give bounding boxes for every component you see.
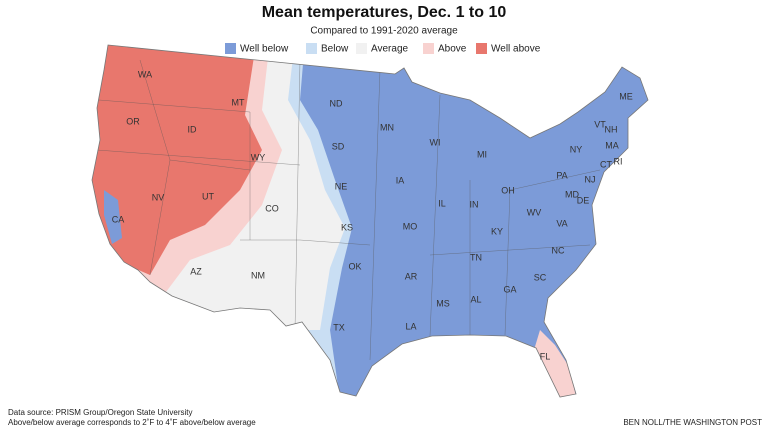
legend-label: Average <box>371 44 409 55</box>
state-label: OK <box>348 261 361 271</box>
state-label: MT <box>232 97 245 107</box>
state-label: ID <box>188 124 198 134</box>
region-florida-above <box>534 330 576 397</box>
state-borders <box>96 59 601 361</box>
state-label: CO <box>265 203 279 213</box>
state-label: PA <box>556 170 567 180</box>
state-label: AZ <box>190 266 202 276</box>
legend-label: Well above <box>491 44 541 55</box>
legend-swatch <box>356 43 367 54</box>
state-label: DE <box>577 195 590 205</box>
legend-label: Below <box>321 44 349 55</box>
state-label: FL <box>540 351 551 361</box>
state-label: OR <box>126 116 140 126</box>
state-label: NV <box>152 192 165 202</box>
state-label: VT <box>594 119 606 129</box>
region-sierra-below <box>104 190 122 244</box>
state-label: ND <box>330 98 343 108</box>
state-label: SC <box>534 272 547 282</box>
state-label: CA <box>112 214 125 224</box>
legend-swatch <box>225 43 236 54</box>
state-label: NJ <box>585 174 596 184</box>
state-label: SD <box>332 141 345 151</box>
state-label: IN <box>470 199 479 209</box>
state-label: NE <box>335 181 348 191</box>
subtitle: Compared to 1991-2020 average <box>310 26 458 37</box>
state-label: TN <box>470 252 482 262</box>
state-label: NM <box>251 270 265 280</box>
state-label: IA <box>396 175 405 185</box>
state-label: ME <box>619 91 633 101</box>
state-label: NC <box>552 245 565 255</box>
state-label: MI <box>477 149 487 159</box>
note: Above/below average corresponds to 2˚F t… <box>8 418 256 427</box>
legend-swatch <box>476 43 487 54</box>
state-label: KY <box>491 226 503 236</box>
legend-swatch <box>306 43 317 54</box>
state-label: IL <box>438 198 446 208</box>
state-label: AL <box>470 294 481 304</box>
state-label: GA <box>503 284 516 294</box>
state-label: WI <box>430 137 441 147</box>
state-label: WA <box>138 69 152 79</box>
state-labels: WA OR ID MT WY NV UT CO CA AZ NM ND SD NE KS OK TX MN IA MO… <box>112 69 633 361</box>
state-label: WV <box>527 207 542 217</box>
state-label: MN <box>380 122 394 132</box>
credit: BEN NOLL/THE WASHINGTON POST <box>623 418 762 427</box>
map <box>92 45 648 397</box>
state-label: RI <box>614 156 623 166</box>
source: Data source: PRISM Group/Oregon State Un… <box>8 408 193 417</box>
state-label: LA <box>405 321 416 331</box>
legend: Well below Below Average Above Well above <box>225 43 541 55</box>
title: Mean temperatures, Dec. 1 to 10 <box>262 4 507 21</box>
state-label: CT <box>600 159 612 169</box>
region-well-above <box>92 45 262 275</box>
state-label: NH <box>605 124 618 134</box>
state-label: OH <box>501 185 515 195</box>
state-label: UT <box>202 191 214 201</box>
state-label: NY <box>570 144 583 154</box>
state-label: MS <box>436 298 450 308</box>
state-label: KS <box>341 222 353 232</box>
state-label: WY <box>251 152 266 162</box>
state-label: MO <box>403 221 418 231</box>
state-label: TX <box>333 322 345 332</box>
legend-swatch <box>423 43 434 54</box>
legend-label: Well below <box>240 44 289 55</box>
state-label: AR <box>405 271 418 281</box>
state-label: VA <box>556 218 567 228</box>
legend-label: Above <box>438 44 467 55</box>
state-label: MD <box>565 189 579 199</box>
state-label: MA <box>605 140 619 150</box>
